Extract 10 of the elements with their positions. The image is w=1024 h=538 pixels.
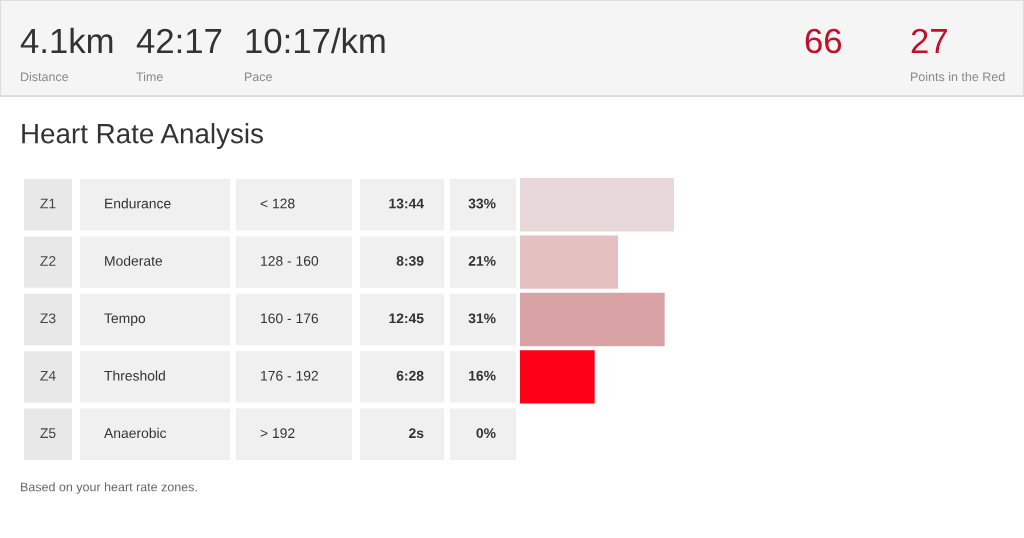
bar	[520, 235, 618, 289]
text: 4.1km	[20, 27, 113, 53]
text: 66	[805, 28, 842, 54]
bar	[520, 292, 665, 347]
text: 27	[911, 28, 947, 53]
bar	[520, 350, 595, 404]
bar	[520, 178, 674, 232]
text: 10:17/km	[246, 27, 385, 54]
text: 42:17	[136, 28, 222, 53]
text: Heart Rate Analysis	[22, 123, 263, 149]
